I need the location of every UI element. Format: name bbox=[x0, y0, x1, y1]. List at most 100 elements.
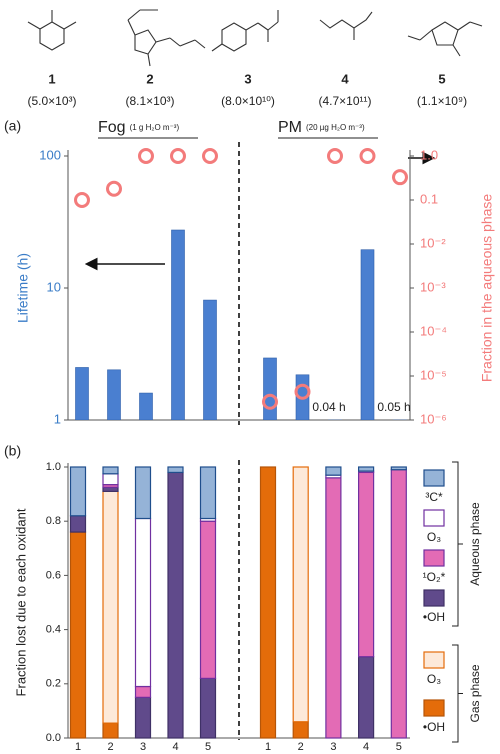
stack-segment bbox=[69, 515, 87, 533]
lifetime-bar bbox=[171, 229, 185, 420]
fraction-marker bbox=[202, 148, 218, 164]
group-label: PM (20 µg H₂O m⁻³) bbox=[278, 119, 365, 136]
legend-swatch bbox=[423, 469, 445, 487]
stack-segment bbox=[134, 517, 152, 688]
x-tick-label: 4 bbox=[172, 741, 178, 753]
legend-label: ¹O₂* bbox=[423, 570, 446, 584]
stack-segment bbox=[102, 466, 119, 475]
fraction-marker bbox=[359, 148, 376, 164]
stack-segment bbox=[134, 466, 152, 520]
legend-swatch bbox=[423, 699, 445, 717]
lifetime-bar bbox=[107, 369, 121, 420]
lifetime-bar bbox=[263, 357, 277, 420]
structure-4 bbox=[319, 11, 373, 40]
legend-group-label: Aqueous phase bbox=[468, 502, 482, 586]
y-tick-label: 0.4 bbox=[46, 624, 61, 636]
plot-area bbox=[75, 229, 407, 420]
structure-1 bbox=[27, 10, 77, 51]
legend-group-label: Gas phase bbox=[468, 664, 482, 722]
y-tick-label: 0.8 bbox=[46, 515, 61, 527]
value-label: 0.05 h bbox=[377, 400, 410, 414]
legend-bracket bbox=[452, 644, 463, 743]
fraction-marker bbox=[392, 169, 408, 186]
stack-segment bbox=[199, 677, 217, 739]
structure-2 bbox=[127, 9, 206, 67]
y2-tick-label: 10⁻³ bbox=[420, 279, 446, 294]
x-tick-label: 3 bbox=[330, 741, 336, 753]
stack-segment bbox=[325, 466, 342, 476]
stack-segment bbox=[167, 466, 184, 474]
legend-swatch bbox=[423, 549, 445, 567]
fraction-marker bbox=[74, 192, 90, 208]
stack-segment bbox=[390, 466, 407, 471]
x-tick-label: 1 bbox=[265, 741, 271, 753]
y2-tick-label: 10⁻² bbox=[420, 235, 446, 250]
y-tick-label: 10 bbox=[47, 279, 61, 294]
fraction-marker bbox=[327, 148, 343, 164]
compound-value: (1.1×10⁹) bbox=[417, 94, 467, 108]
fraction-marker bbox=[262, 393, 278, 410]
y2-tick-label: 1.0 bbox=[420, 147, 438, 162]
stack-segment bbox=[358, 656, 375, 739]
fraction-marker bbox=[294, 383, 311, 400]
stack-segment bbox=[358, 471, 375, 658]
y-tick-label: 1 bbox=[54, 411, 61, 426]
legend-label: •OH bbox=[423, 720, 445, 734]
y2-tick-label: 10⁻⁶ bbox=[420, 411, 447, 426]
lifetime-bar bbox=[75, 367, 89, 420]
legend-swatch bbox=[423, 589, 445, 607]
panel-label: (b) bbox=[4, 443, 21, 459]
y-tick-label: 100 bbox=[39, 147, 61, 162]
stack-segment bbox=[199, 520, 217, 679]
y2-tick-label: 10⁻⁴ bbox=[420, 323, 447, 338]
group-detail: (1 g H₂O m⁻³) bbox=[130, 123, 180, 132]
compound-value: (8.0×10¹⁰) bbox=[221, 94, 275, 108]
y-tick-label: 0.6 bbox=[46, 569, 61, 581]
stack-segment bbox=[292, 466, 309, 723]
group-label: Fog (1 g H₂O m⁻³) bbox=[98, 119, 179, 136]
stack-segment bbox=[102, 722, 119, 739]
stack-segment bbox=[199, 466, 217, 520]
stack-segment bbox=[325, 477, 342, 739]
group-detail: (20 µg H₂O m⁻³) bbox=[306, 123, 365, 132]
x-tick-label: 5 bbox=[396, 741, 402, 753]
x-tick-label: 2 bbox=[298, 741, 304, 753]
compound-value: (8.1×10³) bbox=[125, 94, 174, 108]
x-tick-label: 2 bbox=[107, 741, 113, 753]
lifetime-bar bbox=[139, 392, 153, 420]
y-tick-label: 0.2 bbox=[46, 678, 61, 690]
legend-label: O₃ bbox=[427, 672, 441, 686]
y-tick-label: 0.0 bbox=[46, 732, 61, 744]
group-name: PM bbox=[278, 119, 302, 136]
fraction-marker bbox=[170, 148, 186, 164]
fraction-marker bbox=[138, 148, 154, 164]
legend-label: ³C* bbox=[425, 490, 443, 504]
stack-segment bbox=[167, 471, 184, 739]
y-tick-label: 1.0 bbox=[46, 461, 61, 473]
compound-number: 5 bbox=[438, 71, 445, 86]
y-axis-label: Lifetime (h) bbox=[15, 253, 31, 323]
y2-axis-label: Fraction in the aqueous phase bbox=[479, 194, 495, 383]
lifetime-bar bbox=[203, 299, 217, 420]
y-axis-label: Fraction lost due to each oxidant bbox=[13, 508, 28, 696]
compound-number: 1 bbox=[48, 71, 55, 86]
group-name: Fog bbox=[98, 119, 126, 136]
structure-3 bbox=[211, 10, 279, 52]
x-tick-label: 4 bbox=[363, 741, 369, 753]
y2-tick-label: 0.1 bbox=[420, 191, 438, 206]
lifetime-bar bbox=[360, 249, 375, 420]
legend-label: •OH bbox=[423, 610, 445, 624]
stack-segment bbox=[102, 486, 119, 492]
compound-number: 2 bbox=[146, 71, 153, 86]
compound-value: (5.0×10³) bbox=[27, 94, 76, 108]
stack-segment bbox=[102, 473, 119, 486]
x-tick-label: 5 bbox=[205, 741, 211, 753]
legend-swatch bbox=[423, 509, 445, 527]
panel-label: (a) bbox=[4, 118, 21, 134]
y2-tick-label: 10⁻⁵ bbox=[420, 367, 447, 382]
legend-bracket bbox=[452, 461, 463, 627]
structure-5 bbox=[407, 21, 483, 57]
value-label: 0.04 h bbox=[312, 400, 345, 414]
